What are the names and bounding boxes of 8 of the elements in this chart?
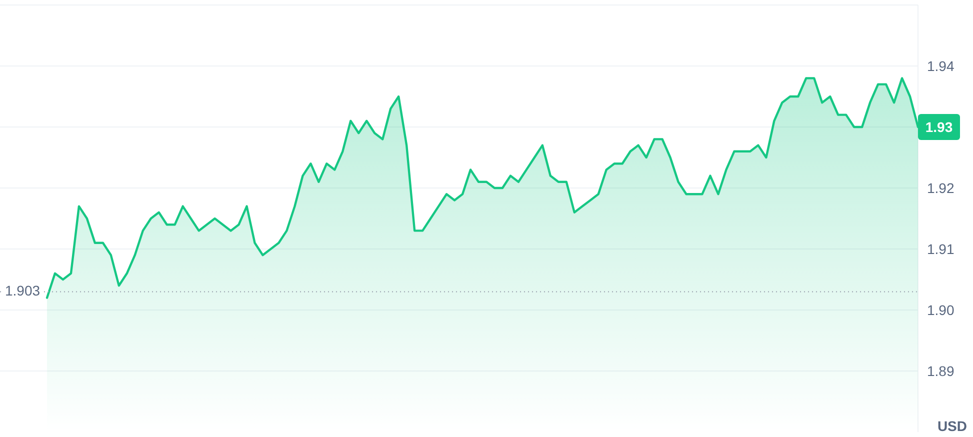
y-tick-label: 1.90: [927, 302, 954, 318]
ref-line-label: 1.903: [5, 282, 40, 299]
y-tick-label: 1.92: [927, 180, 954, 196]
y-tick-label: 1.89: [927, 363, 954, 379]
y-tick-label: 1.94: [927, 58, 954, 74]
text: 1.93: [925, 119, 953, 135]
y-axis-title: USD: [937, 418, 967, 434]
y-tick-label: 1.91: [927, 241, 954, 257]
